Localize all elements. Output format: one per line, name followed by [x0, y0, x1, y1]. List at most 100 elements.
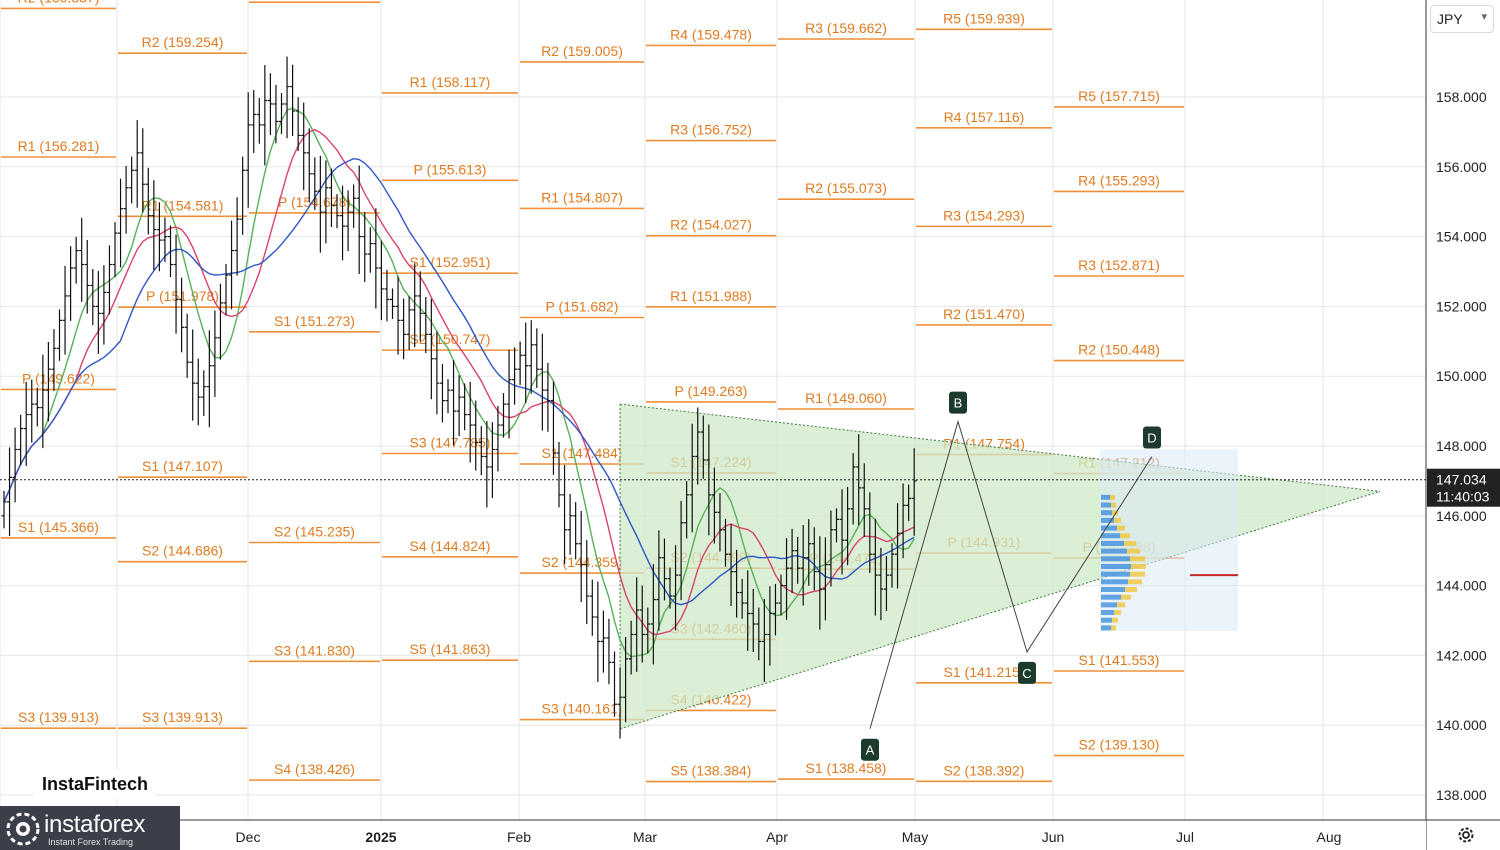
symbol-selector[interactable]: JPY ▾ [1430, 5, 1494, 33]
volume-profile-bar [1131, 563, 1146, 569]
price-bar [539, 333, 545, 431]
pivot-label: P (151.682) [546, 298, 619, 314]
pivot-label: S2 (138.392) [944, 762, 1025, 778]
price-bar [784, 538, 790, 620]
pivot-label: R2 (155.073) [805, 180, 887, 196]
volume-profile-bar [1130, 571, 1145, 577]
price-bar [445, 379, 451, 414]
price-bar [434, 331, 440, 415]
time-axis-label: Mar [633, 829, 657, 845]
gear-icon[interactable] [1456, 825, 1476, 845]
price-bar [634, 577, 640, 672]
time-axis-bg [0, 820, 1426, 850]
instaforex-logo-banner[interactable]: instaforex Instant Forex Trading [0, 806, 180, 850]
price-bar [895, 503, 901, 589]
pivot-label: S2 (144.686) [142, 543, 223, 559]
ma-slow-line [3, 157, 915, 606]
price-bar [606, 618, 612, 685]
price-bar [661, 538, 667, 601]
volume-profile-bar [1101, 594, 1121, 600]
volume-profile [1100, 449, 1238, 631]
price-bar [301, 102, 307, 191]
triangle-upper-edge [619, 403, 1381, 492]
pivot-label: P (151.978) [146, 288, 219, 304]
brand-tagline: Instant Forex Trading [48, 837, 134, 847]
volume-profile-bar [1110, 494, 1115, 500]
pivot-label: R2 (160.537) [18, 0, 100, 5]
pivot-label: S1 (141.215) [944, 664, 1025, 680]
price-bar [656, 530, 662, 631]
ma-fast-line [3, 107, 915, 658]
price-bar [578, 511, 584, 603]
price-axis-tick: 152.000 [1436, 298, 1487, 314]
volume-profile-bar [1128, 579, 1142, 585]
price-bar [428, 298, 434, 400]
volume-profile-bar [1101, 617, 1112, 623]
price-bar [883, 555, 889, 611]
pivot-levels: R2 (160.537) R1 (156.281) P (149.622) S1 (1… [1, 0, 1184, 783]
price-bar [667, 567, 673, 609]
pattern-marker-label: D [1147, 430, 1156, 445]
ma-mid-line [3, 128, 915, 636]
price-bar [356, 165, 362, 274]
price-bar [861, 463, 867, 537]
price-bar [717, 493, 723, 552]
price-bar [767, 586, 773, 666]
volume-profile-bar [1117, 525, 1125, 531]
price-bar [734, 549, 740, 618]
pivot-label: S5 (141.863) [410, 641, 491, 657]
pattern-point-b: B [949, 391, 967, 414]
pivot-label: R3 (152.871) [1078, 257, 1160, 273]
volume-profile-bar [1101, 586, 1125, 592]
price-bar [589, 579, 595, 636]
pivot-label: P (149.622) [22, 370, 95, 386]
price-bar [184, 313, 190, 378]
pivot-label: R3 (159.662) [805, 20, 887, 36]
pivot-label: S1 (151.273) [274, 313, 355, 329]
price-bar [90, 269, 96, 326]
price-bar [678, 500, 684, 601]
volume-profile-bar [1124, 540, 1136, 546]
price-bar [723, 518, 728, 567]
price-bar [617, 667, 623, 739]
price-bar [156, 202, 162, 272]
price-bar [573, 502, 579, 560]
pivot-label: R4 (159.478) [670, 26, 752, 42]
price-bar [456, 375, 462, 437]
price-bar [179, 277, 185, 353]
pattern-point-d: D [1143, 426, 1161, 449]
pivot-label: R4 (157.116) [944, 109, 1025, 125]
price-bar [906, 484, 912, 521]
pivot-label: S3 (147.785) [410, 435, 491, 451]
volume-profile-bar [1101, 510, 1112, 516]
price-bar [217, 283, 223, 360]
price-bar [645, 607, 651, 654]
volume-profile-bar [1125, 586, 1137, 592]
price-bar [229, 220, 235, 310]
pivot-label: S2 (139.130) [1079, 737, 1160, 753]
price-bar [473, 400, 479, 471]
price-bar [739, 578, 745, 619]
triangle-lower-edge [619, 490, 1381, 730]
volume-profile-bar [1117, 602, 1125, 608]
volume-profile-bar [1111, 625, 1116, 631]
price-bar [106, 245, 112, 315]
pattern-marker [1143, 426, 1161, 449]
pivot-label: S1 (141.553) [1079, 652, 1160, 668]
price-bar [134, 120, 140, 208]
volume-profile-bar [1101, 579, 1128, 585]
price-bar [878, 547, 884, 621]
price-bar [18, 414, 24, 466]
price-bar [51, 329, 57, 392]
time-axis-label: Aug [1317, 829, 1342, 845]
pivot-label: R3 (154.293) [943, 207, 1025, 223]
volume-profile-bar [1101, 571, 1130, 577]
price-bar [251, 89, 257, 153]
price-bar [168, 225, 173, 278]
price-bar [778, 574, 784, 616]
pivot-label: R2 (150.448) [1078, 342, 1160, 358]
volume-profile-bar [1101, 517, 1114, 523]
